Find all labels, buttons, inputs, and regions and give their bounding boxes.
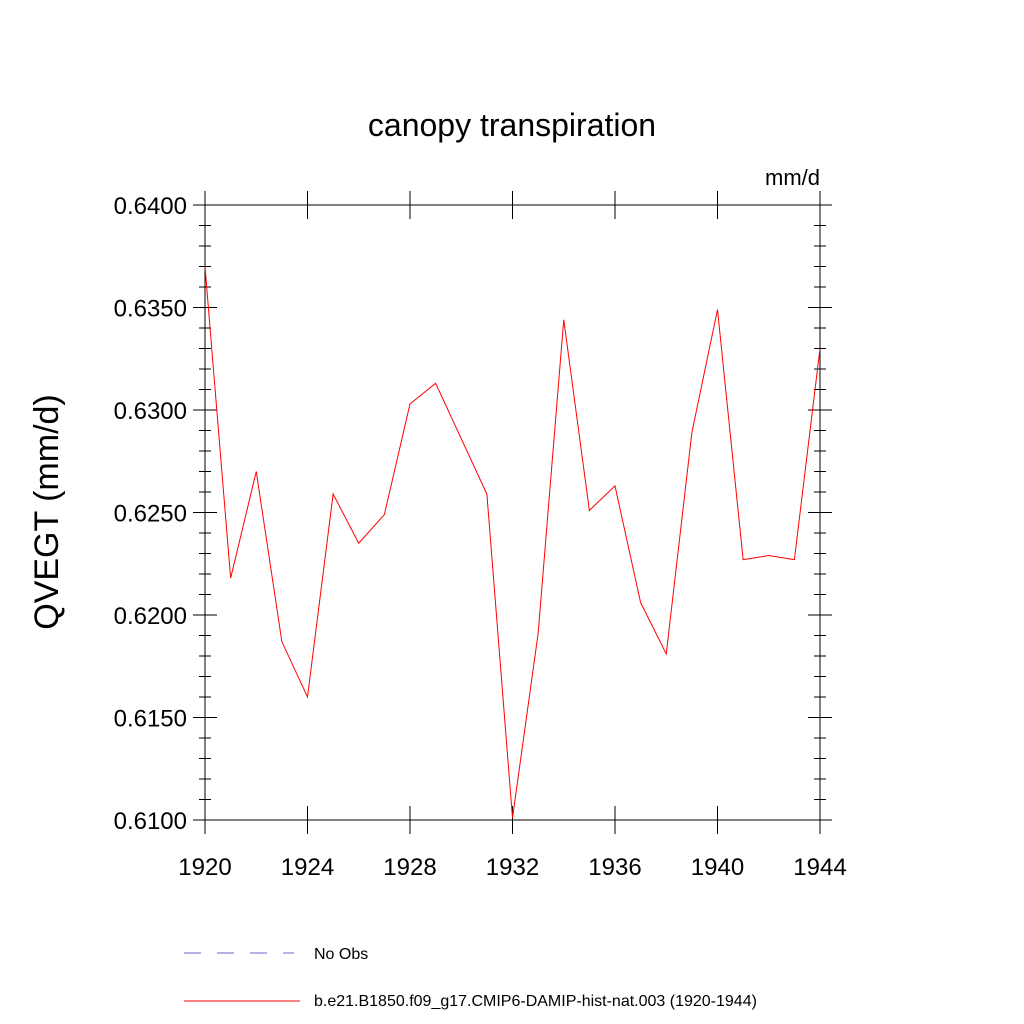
x-tick-label: 1924 xyxy=(281,854,334,881)
x-tick-label: 1932 xyxy=(486,854,539,881)
legend: No Obs b.e21.B1850.f09_g17.CMIP6-DAMIP-h… xyxy=(184,946,757,1010)
y-tick-label: 0.6250 xyxy=(114,501,187,528)
y-tick-label: 0.6300 xyxy=(114,398,187,425)
y-tick-label: 0.6400 xyxy=(114,193,187,220)
x-tick-label: 1928 xyxy=(383,854,436,881)
x-tick-label: 1940 xyxy=(691,854,744,881)
y-axis-label: QVEGT (mm/d) xyxy=(28,394,66,630)
legend-label-model-run: b.e21.B1850.f09_g17.CMIP6-DAMIP-hist-nat… xyxy=(314,993,757,1010)
series-layer xyxy=(204,266,821,819)
y-tick-label: 0.6150 xyxy=(114,706,187,733)
y-tick-label: 0.6350 xyxy=(114,296,187,323)
x-tick-label: 1920 xyxy=(178,854,231,881)
units-label: mm/d xyxy=(765,165,820,190)
plot-frame xyxy=(204,204,821,821)
chart-title: canopy transpiration xyxy=(368,107,656,143)
series-line xyxy=(204,266,821,819)
x-tick-label: 1936 xyxy=(588,854,641,881)
x-tick-label: 1944 xyxy=(793,854,846,881)
x-axis-ticks: 1920 1924 1928 1932 1936 1940 1944 xyxy=(178,191,847,881)
y-axis-ticks: 0.6100 0.6150 0.6200 0.6250 0.6300 0.6350 0.64… xyxy=(114,193,832,835)
y-tick-label: 0.6100 xyxy=(114,808,187,835)
y-tick-label: 0.6200 xyxy=(114,603,187,630)
legend-label-no-obs: No Obs xyxy=(314,946,368,963)
